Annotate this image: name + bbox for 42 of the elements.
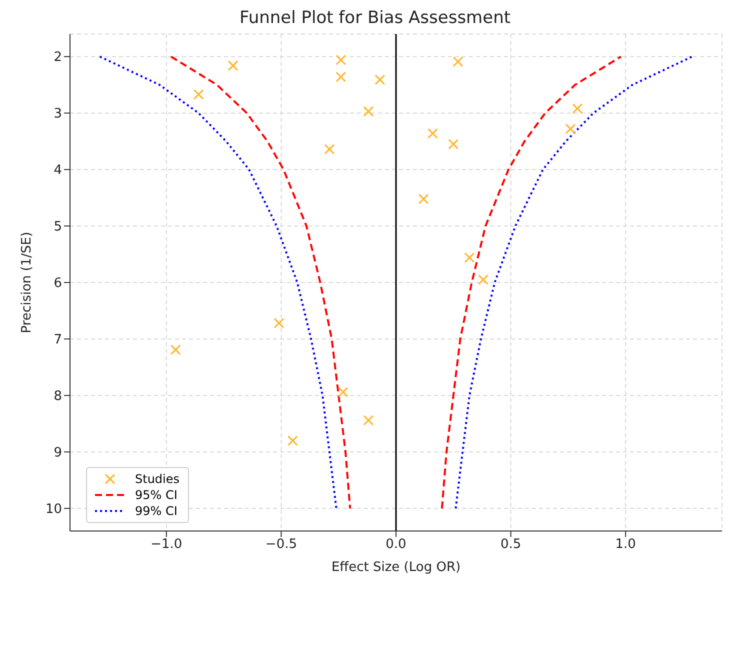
legend-label: 95% CI (135, 487, 178, 503)
x-tick-label: 1.0 (615, 537, 636, 552)
x-axis-title: Effect Size (Log OR) (331, 560, 461, 575)
point (448, 138, 459, 150)
x-tick-label: 0.5 (500, 537, 522, 552)
point (565, 124, 576, 134)
point (452, 56, 464, 67)
point (287, 435, 298, 446)
point (374, 74, 386, 86)
point (336, 72, 346, 82)
point (427, 128, 438, 139)
chart-title: Funnel Plot for Bias Assessment (238, 8, 512, 28)
y-tick-label: 4 (54, 163, 62, 178)
y-tick-label: 10 (45, 502, 62, 518)
point (418, 194, 429, 204)
point (274, 318, 284, 328)
y-tick-label: 8 (54, 389, 62, 404)
x-tick-label: 0.0 (386, 537, 406, 552)
point (572, 103, 583, 114)
point (478, 274, 489, 285)
legend-label: 99% CI (135, 503, 178, 519)
point (324, 144, 335, 155)
point (338, 386, 348, 398)
y-tick-label: 9 (54, 446, 62, 461)
legend-label: Studies (135, 471, 180, 487)
y-tick-label: 3 (54, 106, 62, 122)
y-tick-label: 5 (54, 220, 62, 235)
point (363, 415, 374, 426)
point (464, 252, 475, 263)
point (363, 106, 374, 117)
point (228, 60, 238, 71)
line-series (454, 56, 694, 510)
y-tick-label: 6 (54, 276, 62, 292)
line-series (440, 56, 622, 510)
point (193, 89, 204, 100)
y-tick-label: 2 (54, 50, 62, 66)
y-axis-title: Precision (1/SE) (20, 232, 35, 334)
x-tick-label: −1.0 (150, 537, 182, 552)
x-tick-label: −0.5 (265, 537, 297, 552)
point (336, 54, 346, 66)
y-tick-label: 7 (54, 332, 62, 348)
point (170, 344, 181, 356)
